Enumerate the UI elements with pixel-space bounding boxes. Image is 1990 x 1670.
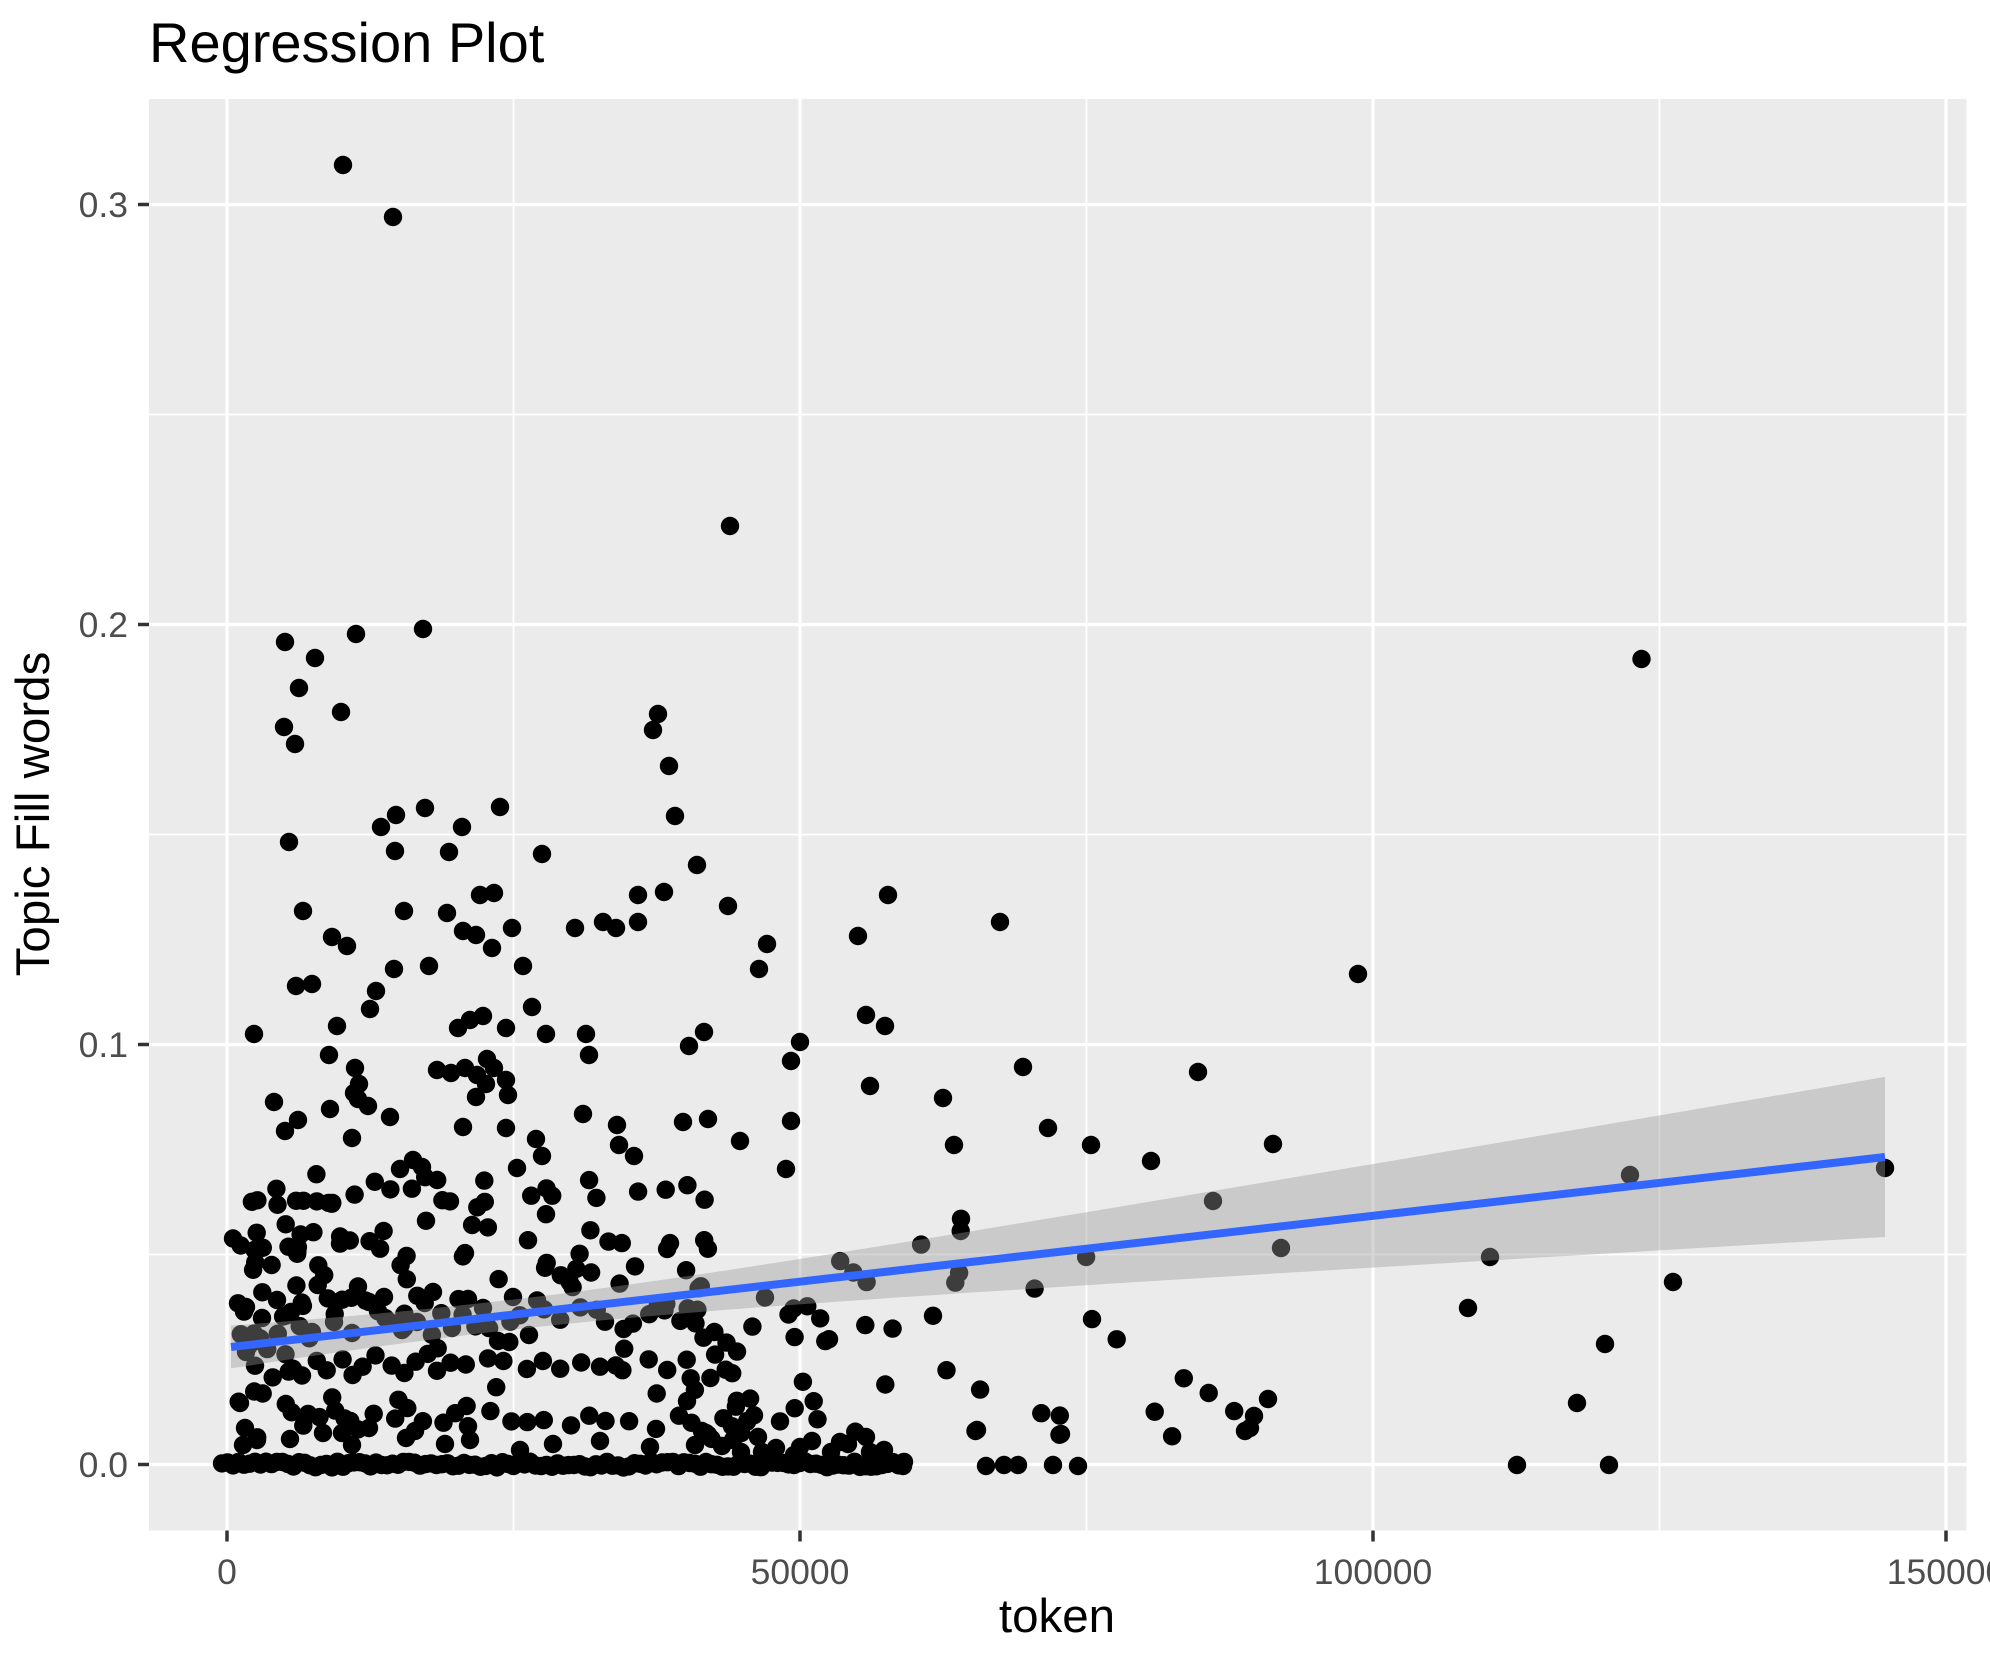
svg-text:0.3: 0.3 [79,185,128,225]
svg-text:0: 0 [217,1552,237,1592]
svg-text:token: token [999,1590,1115,1643]
svg-text:0.0: 0.0 [79,1445,128,1485]
svg-text:0.1: 0.1 [79,1025,128,1065]
svg-text:Topic Fill words: Topic Fill words [7,652,60,977]
svg-text:0.2: 0.2 [79,605,128,645]
svg-text:50000: 50000 [751,1552,850,1592]
svg-text:150000: 150000 [1887,1552,1990,1592]
svg-text:100000: 100000 [1314,1552,1432,1592]
svg-text:Regression Plot: Regression Plot [149,11,545,74]
